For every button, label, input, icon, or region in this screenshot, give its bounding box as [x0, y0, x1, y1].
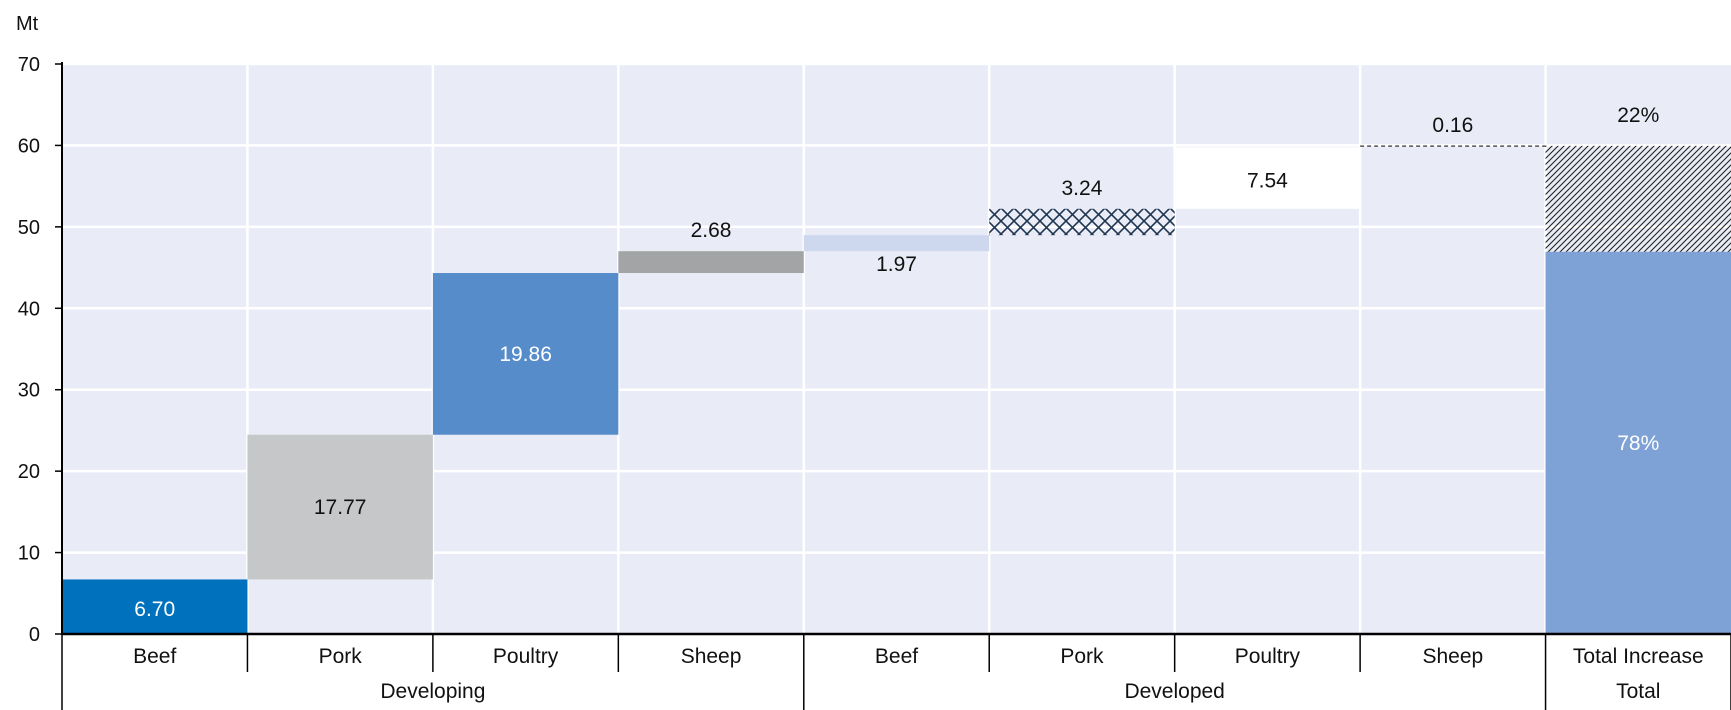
bar-developing-beef	[62, 579, 248, 634]
y-tick-label: 30	[18, 380, 40, 402]
x-tick-label: Sheep	[1422, 645, 1483, 668]
data-label: 3.24	[1062, 177, 1103, 200]
data-label-total-developed: 22%	[1617, 104, 1659, 127]
data-label: 2.68	[691, 219, 732, 242]
bar-developed-beef	[803, 235, 990, 252]
y-tick-label: 20	[18, 461, 40, 483]
bar-total-developing	[1545, 251, 1731, 634]
y-tick-label: 10	[18, 543, 40, 565]
y-tick-label: 50	[18, 217, 40, 239]
data-label: 0.16	[1432, 114, 1473, 137]
data-label-total-developing: 78%	[1617, 432, 1659, 455]
axes: 0 10 20 30 40 50 60 70 Beef Pork Poultry Sheep Beef P…	[18, 54, 1731, 710]
y-tick-label: 70	[18, 54, 40, 76]
x-tick-label: Beef	[875, 645, 918, 668]
y-axis-unit: Mt	[16, 13, 39, 35]
group-label: Developing	[380, 680, 485, 703]
group-label: Developed	[1124, 680, 1224, 703]
y-tick-label: 60	[18, 135, 40, 157]
bar-developed-poultry	[1174, 147, 1361, 209]
bar-developing-pork	[247, 434, 433, 580]
data-labels: 6.70 17.77 19.86 2.68 1.97 3.24 7.54 0.16 78% 22%	[134, 104, 1659, 621]
x-tick-label: Sheep	[681, 645, 742, 668]
data-label: 19.86	[499, 343, 552, 366]
data-label: 17.77	[314, 496, 367, 519]
group-label: Total	[1616, 680, 1660, 703]
data-label: 1.97	[876, 253, 917, 276]
bar-developing-sheep	[618, 251, 804, 274]
y-tick-label: 40	[18, 298, 40, 320]
x-tick-label: Beef	[133, 645, 176, 668]
bar-developing-poultry	[432, 273, 619, 435]
data-label: 7.54	[1247, 169, 1288, 192]
x-tick-label: Pork	[319, 645, 363, 668]
x-tick-label: Pork	[1060, 645, 1104, 668]
y-tick-label: 0	[29, 624, 40, 646]
x-tick-label: Total Increase	[1573, 645, 1704, 668]
chart-marks	[62, 145, 1731, 634]
x-tick-label: Poultry	[1235, 645, 1301, 668]
x-tick-label: Poultry	[493, 645, 559, 668]
bar-developed-pork	[989, 208, 1175, 236]
data-label: 6.70	[134, 598, 175, 621]
bar-total-developed	[1545, 145, 1731, 252]
